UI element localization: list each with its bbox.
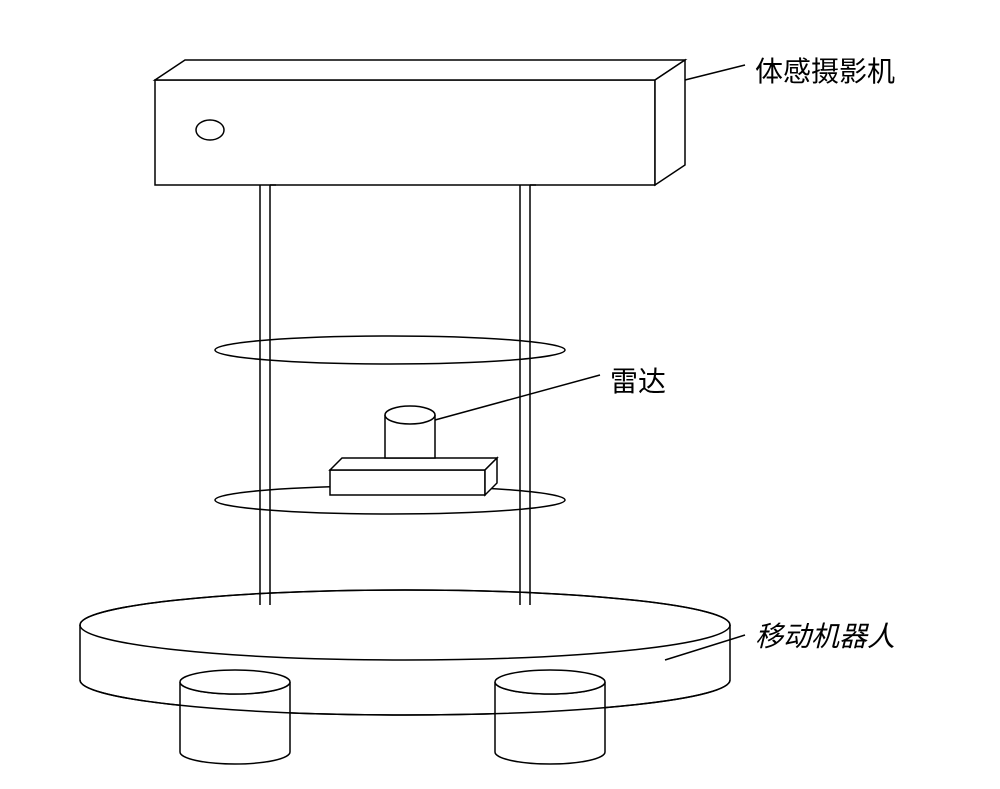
camera-label: 体感摄影机 — [755, 50, 895, 90]
diagram-svg — [20, 20, 1000, 769]
robot-diagram: 体感摄影机 雷达 移动机器人 — [20, 20, 1000, 769]
radar-label: 雷达 — [610, 360, 666, 400]
robot-label: 移动机器人 — [755, 615, 895, 655]
